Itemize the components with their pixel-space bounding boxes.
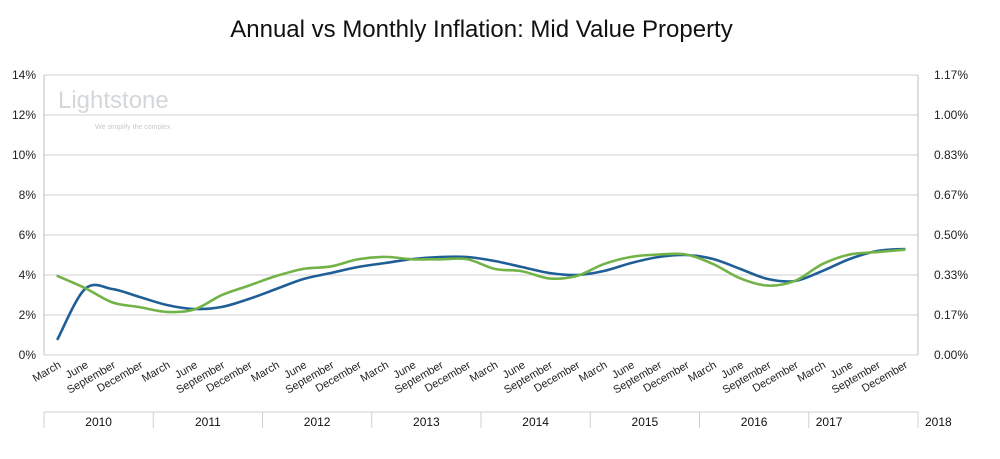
right-tick-label: 0.17% bbox=[934, 308, 968, 322]
watermark-tagline: We simplify the complex bbox=[95, 124, 171, 131]
right-tick-label: 0.00% bbox=[934, 348, 968, 362]
right-tick-label: 1.17% bbox=[934, 68, 968, 82]
x-axis-years: 2010201120122013201420152016201720182019… bbox=[43, 411, 952, 429]
right-tick-label: 0.83% bbox=[934, 148, 968, 162]
left-tick-label: 6% bbox=[19, 228, 37, 242]
right-tick-label: 1.00% bbox=[934, 108, 968, 122]
x-tick-label: March bbox=[686, 359, 718, 385]
year-label: 2018 bbox=[925, 415, 952, 429]
watermark: Lightstone We simplify the complex bbox=[58, 87, 171, 131]
year-label: 2017 bbox=[816, 415, 843, 429]
left-tick-label: 2% bbox=[19, 308, 37, 322]
series-group bbox=[56, 247, 906, 341]
year-label: 2016 bbox=[741, 415, 768, 429]
year-label: 2012 bbox=[304, 415, 331, 429]
year-label: 2011 bbox=[195, 415, 221, 429]
chart-title: Annual vs Monthly Inflation: Mid Value P… bbox=[230, 16, 733, 43]
monthly-inflation-line bbox=[56, 248, 906, 314]
x-tick-label: March bbox=[577, 359, 609, 385]
left-tick-label: 4% bbox=[19, 268, 37, 282]
year-label: 2014 bbox=[522, 415, 549, 429]
watermark-brand: Lightstone bbox=[58, 87, 169, 114]
x-tick-label: March bbox=[249, 359, 281, 385]
left-tick-label: 8% bbox=[19, 188, 37, 202]
right-tick-label: 0.33% bbox=[934, 268, 968, 282]
right-tick-label: 0.67% bbox=[934, 188, 968, 202]
left-tick-label: 12% bbox=[12, 108, 36, 122]
left-tick-label: 14% bbox=[12, 68, 36, 82]
right-axis: 0.00% 0.17% 0.33% 0.50% 0.67% 0.83% 1.00% 1.17% bbox=[934, 68, 968, 362]
x-tick-label: March bbox=[140, 359, 172, 385]
left-tick-label: 0% bbox=[19, 348, 37, 362]
x-tick-label: March bbox=[468, 359, 500, 385]
grid-lines bbox=[43, 74, 919, 356]
x-tick-label: March bbox=[358, 359, 390, 385]
left-axis: 0% 2% 4% 6% 8% 10% 12% 14% bbox=[12, 68, 36, 362]
year-label: 2013 bbox=[413, 415, 440, 429]
year-label: 2015 bbox=[632, 415, 659, 429]
x-tick-label: March bbox=[31, 359, 63, 385]
year-label: 2010 bbox=[85, 415, 112, 429]
right-tick-label: 0.50% bbox=[934, 228, 968, 242]
left-tick-label: 10% bbox=[12, 148, 36, 162]
annual-inflation-line bbox=[56, 247, 906, 341]
x-tick-label: March bbox=[795, 359, 827, 385]
